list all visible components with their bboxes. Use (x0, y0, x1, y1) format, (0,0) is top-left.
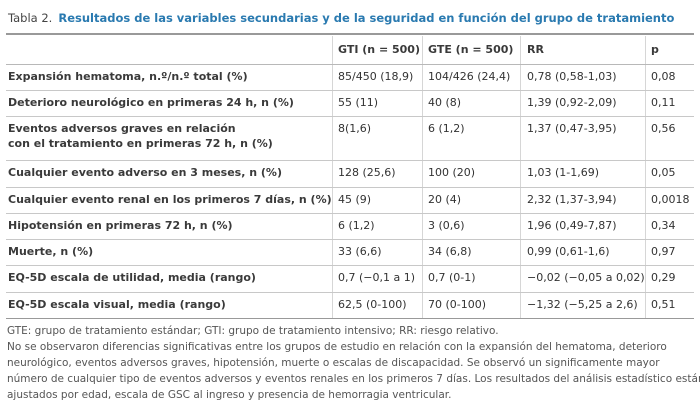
cell: 45 (9) (338, 193, 372, 206)
column-divider (422, 36, 423, 318)
footnote: No se observaron diferencias significati… (7, 341, 667, 353)
row-label: EQ-5D escala visual, media (rango) (8, 298, 226, 311)
row-label: con el tratamiento en primeras 72 h, n (… (8, 137, 273, 150)
cell: 20 (4) (428, 193, 462, 206)
rule (6, 160, 694, 161)
column-header: GTI (n = 500) (338, 43, 420, 56)
row-label: Cualquier evento renal en los primeros 7… (8, 193, 332, 206)
column-divider (520, 36, 521, 318)
cell: 62,5 (0-100) (338, 298, 407, 311)
cell: 0,34 (651, 219, 676, 232)
cell: 34 (6,8) (428, 245, 472, 258)
cell: −0,02 (−0,05 a 0,02) (527, 271, 645, 284)
column-header: GTE (n = 500) (428, 43, 514, 56)
rule (6, 213, 694, 214)
footnote: neurológico, eventos adversos graves, hi… (7, 357, 660, 369)
cell: 104/426 (24,4) (428, 70, 511, 83)
cell: 0,99 (0,61-1,6) (527, 245, 610, 258)
cell: 85/450 (18,9) (338, 70, 414, 83)
cell: 6 (1,2) (428, 122, 465, 135)
cell: 0,7 (0-1) (428, 271, 476, 284)
cell: 0,78 (0,58-1,03) (527, 70, 617, 83)
cell: 1,03 (1-1,69) (527, 166, 600, 179)
cell: 55 (11) (338, 96, 379, 109)
cell: 1,96 (0,49-7,87) (527, 219, 617, 232)
cell: 0,11 (651, 96, 676, 109)
cell: 0,97 (651, 245, 676, 258)
footnote: número de cualquier tipo de eventos adve… (7, 373, 700, 385)
table-caption: Resultados de las variables secundarias … (58, 11, 675, 25)
cell: −1,32 (−5,25 a 2,6) (527, 298, 638, 311)
rule (6, 292, 694, 293)
cell: 128 (25,6) (338, 166, 396, 179)
row-label: Cualquier evento adverso en 3 meses, n (… (8, 166, 282, 179)
cell: 0,7 (−0,1 a 1) (338, 271, 416, 284)
rule (6, 64, 694, 65)
column-header: RR (527, 43, 544, 56)
row-label: EQ-5D escala de utilidad, media (rango) (8, 271, 256, 284)
row-label: Hipotensión en primeras 72 h, n (%) (8, 219, 233, 232)
footnote: ajustados por edad, escala de GSC al ing… (7, 389, 452, 401)
cell: 8(1,6) (338, 122, 372, 135)
footnote: GTE: grupo de tratamiento estándar; GTI:… (7, 325, 499, 337)
cell: 1,37 (0,47-3,95) (527, 122, 617, 135)
cell: 0,56 (651, 122, 676, 135)
row-label: Muerte, n (%) (8, 245, 94, 258)
rule (6, 265, 694, 266)
column-header: p (651, 43, 659, 56)
cell: 0,05 (651, 166, 676, 179)
cell: 0,0018 (651, 193, 690, 206)
table-title: Tabla 2. Resultados de las variables secu… (8, 11, 674, 25)
cell: 0,51 (651, 298, 676, 311)
rule (6, 90, 694, 91)
column-divider (332, 36, 333, 318)
cell: 40 (8) (428, 96, 462, 109)
cell: 3 (0,6) (428, 219, 465, 232)
cell: 6 (1,2) (338, 219, 375, 232)
cell: 33 (6,6) (338, 245, 382, 258)
cell: 2,32 (1,37-3,94) (527, 193, 617, 206)
column-divider (645, 36, 646, 318)
row-label: Expansión hematoma, n.º/n.º total (%) (8, 70, 248, 83)
row-label: Deterioro neurológico en primeras 24 h, … (8, 96, 294, 109)
rule (6, 33, 694, 35)
rule (6, 239, 694, 240)
rule (6, 318, 694, 319)
rule (6, 187, 694, 188)
cell: 1,39 (0,92-2,09) (527, 96, 617, 109)
table-number: Tabla 2. (8, 11, 53, 25)
cell: 100 (20) (428, 166, 476, 179)
cell: 0,08 (651, 70, 676, 83)
rule (6, 116, 694, 117)
row-label: Eventos adversos graves en relación (8, 122, 236, 135)
cell: 0,29 (651, 271, 676, 284)
cell: 70 (0-100) (428, 298, 487, 311)
